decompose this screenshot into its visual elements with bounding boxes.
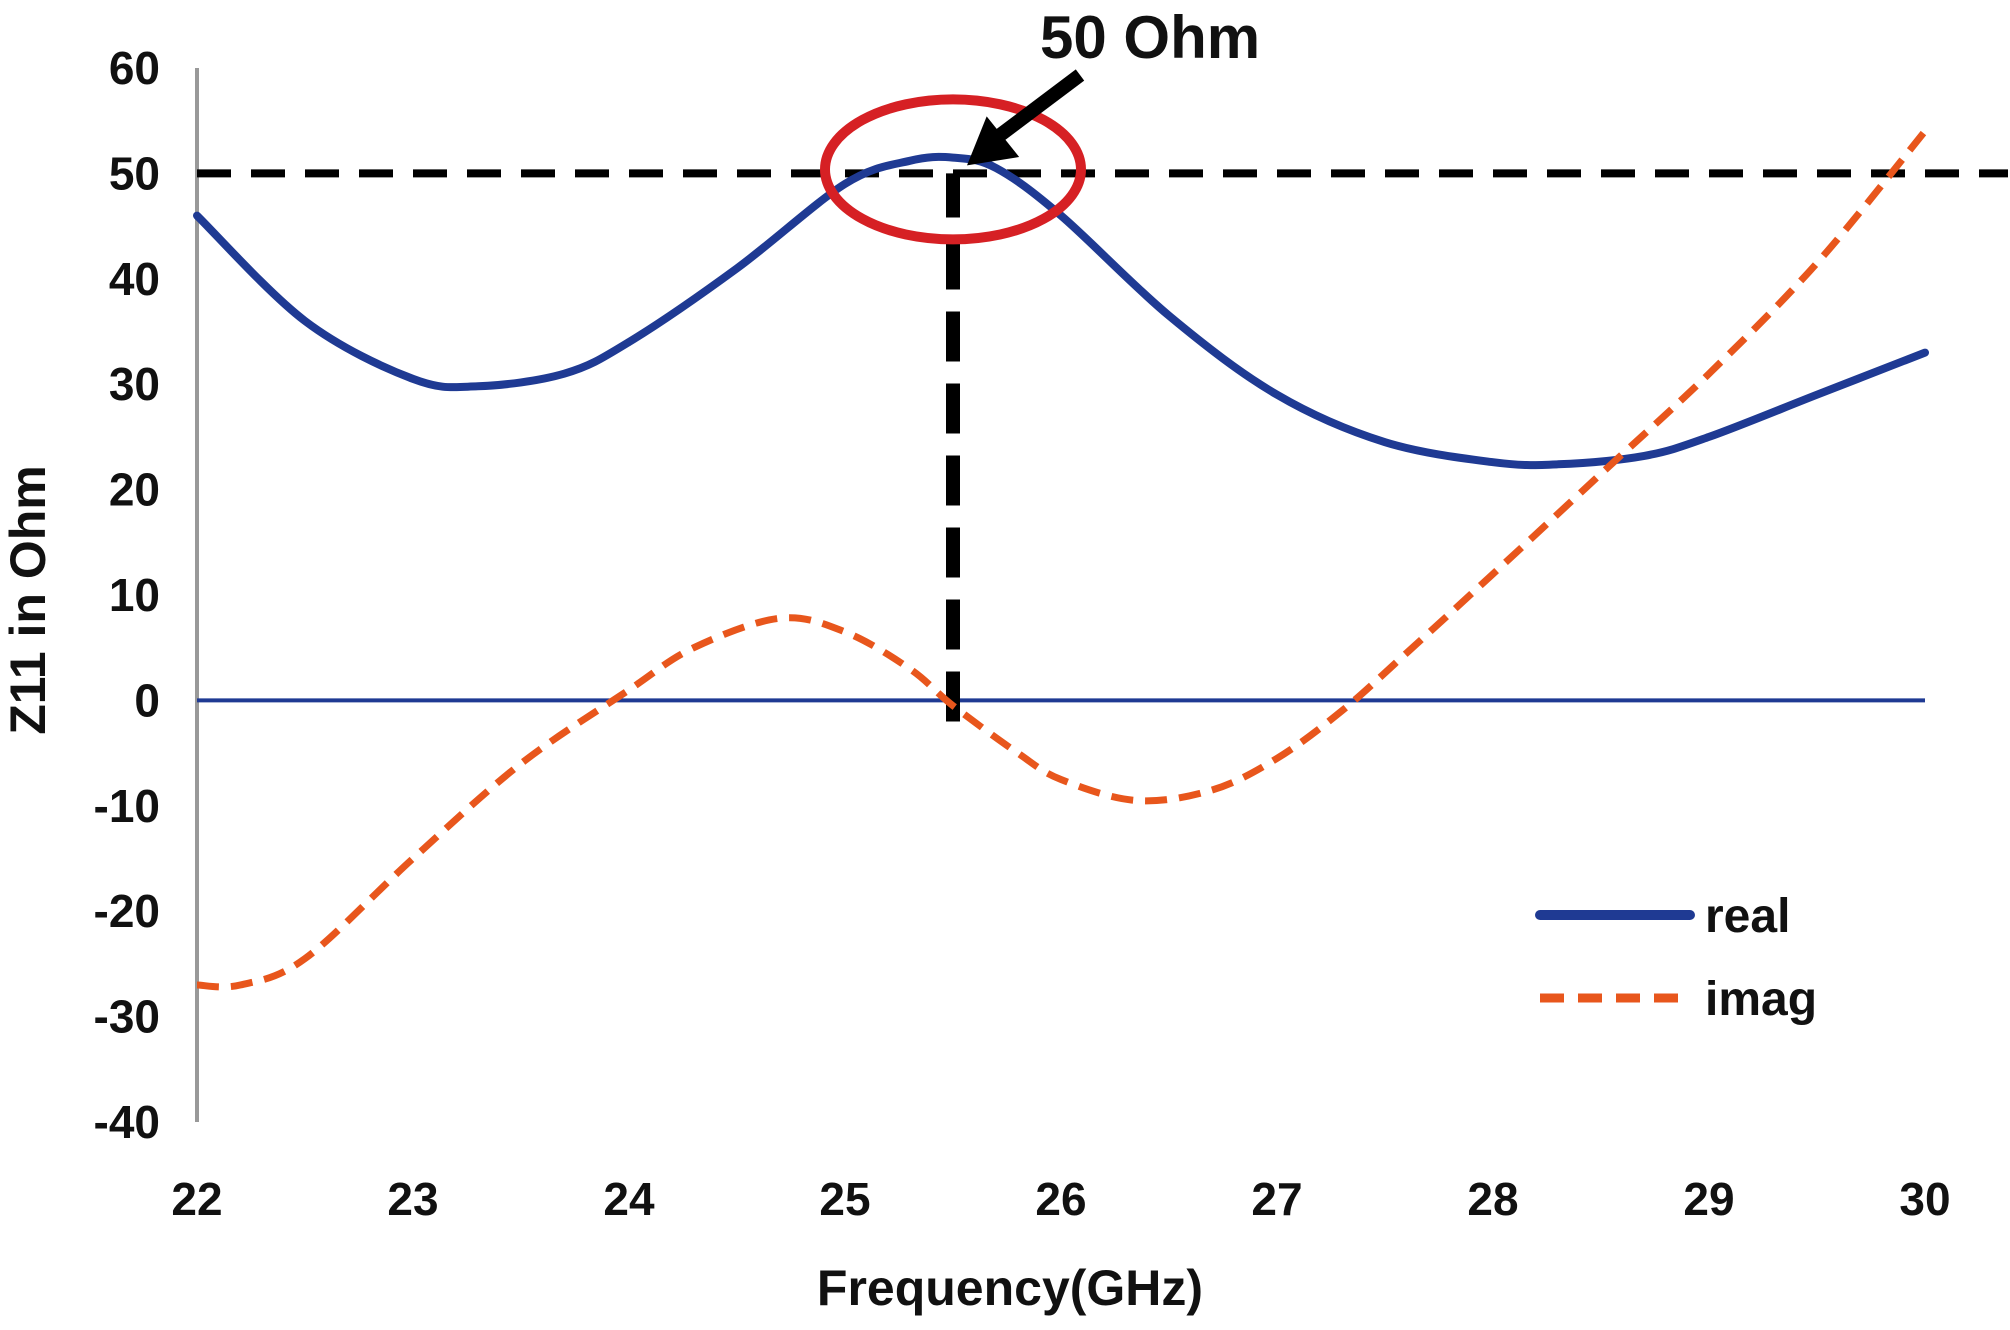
x-tick-label: 22 bbox=[171, 1173, 222, 1225]
y-tick-label: -10 bbox=[94, 780, 160, 832]
x-axis-label: Frequency(GHz) bbox=[817, 1260, 1203, 1316]
x-tick-label: 25 bbox=[819, 1173, 870, 1225]
annotation: 50 Ohm bbox=[820, 4, 1260, 245]
series-line-imag bbox=[196, 128, 1928, 991]
y-tick-label: 30 bbox=[109, 358, 160, 410]
annotation-arrow-shaft bbox=[984, 69, 1085, 149]
x-tick-label: 28 bbox=[1467, 1173, 1518, 1225]
legend-imag-label: imag bbox=[1705, 973, 1817, 1026]
y-tick-label: -40 bbox=[94, 1096, 160, 1148]
highlight-ellipse bbox=[820, 94, 1086, 245]
x-tick-label: 27 bbox=[1251, 1173, 1302, 1225]
x-tick-label: 29 bbox=[1683, 1173, 1734, 1225]
y-axis-label: Z11 in Ohm bbox=[0, 465, 56, 735]
legend-real-label: real bbox=[1705, 890, 1790, 943]
x-tick-label: 23 bbox=[387, 1173, 438, 1225]
y-tick-label: 60 bbox=[109, 42, 160, 94]
x-tick-label: 30 bbox=[1899, 1173, 1950, 1225]
y-tick-labels: 60 50 40 30 20 10 0 -10 -20 -30 -40 bbox=[94, 42, 160, 1148]
y-tick-label: -30 bbox=[94, 991, 160, 1043]
y-tick-label: -20 bbox=[94, 885, 160, 937]
x-tick-labels: 22 23 24 25 26 27 28 29 30 bbox=[171, 1173, 1950, 1225]
plot-area bbox=[193, 68, 2008, 1122]
annotation-50-ohm-label: 50 Ohm bbox=[1040, 4, 1260, 71]
y-tick-label: 10 bbox=[109, 569, 160, 621]
y-tick-label: 40 bbox=[109, 253, 160, 305]
y-tick-label: 50 bbox=[109, 147, 160, 199]
x-tick-label: 24 bbox=[603, 1173, 655, 1225]
legend: real imag bbox=[1535, 890, 1817, 1026]
x-tick-label: 26 bbox=[1035, 1173, 1086, 1225]
annotation-arrow-head bbox=[967, 116, 1020, 166]
y-tick-label: 0 bbox=[134, 674, 160, 726]
y-tick-label: 20 bbox=[109, 464, 160, 516]
